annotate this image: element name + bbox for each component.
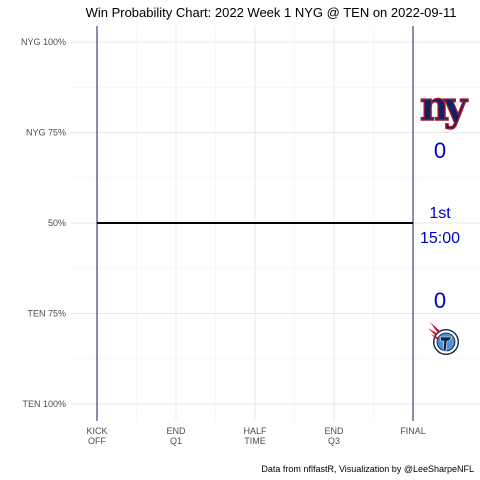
x-tick-label: KICK OFF: [86, 426, 107, 446]
home-score: 0: [434, 288, 446, 313]
nyg-logo-lettering: ny: [420, 83, 469, 130]
y-tick-label: TEN 100%: [22, 399, 66, 409]
y-tick-label: NYG 75%: [26, 128, 66, 138]
y-tick-label: TEN 75%: [27, 309, 66, 319]
ten-logo-icon: [428, 322, 459, 355]
y-tick-label: 50%: [48, 218, 66, 228]
x-tick-label: FINAL: [400, 426, 426, 436]
y-axis-ticks: NYG 100% NYG 75% 50% TEN 75% TEN 100%: [21, 37, 66, 409]
chart-title: Win Probability Chart: 2022 Week 1 NYG @…: [86, 5, 457, 20]
x-tick-label: END Q1: [166, 426, 186, 446]
x-axis-ticks: KICK OFF END Q1 HALF TIME END Q3 FINAL: [86, 426, 425, 446]
nyg-logo-icon: ny: [419, 82, 474, 130]
away-score: 0: [434, 138, 446, 163]
game-period: 1st: [429, 205, 451, 222]
chart-caption: Data from nflfastR, Visualization by @Le…: [261, 464, 474, 474]
y-tick-label: NYG 100%: [21, 37, 66, 47]
x-tick-label: END Q3: [324, 426, 344, 446]
game-clock: 15:00: [420, 230, 460, 247]
x-tick-label: HALF TIME: [243, 426, 267, 446]
